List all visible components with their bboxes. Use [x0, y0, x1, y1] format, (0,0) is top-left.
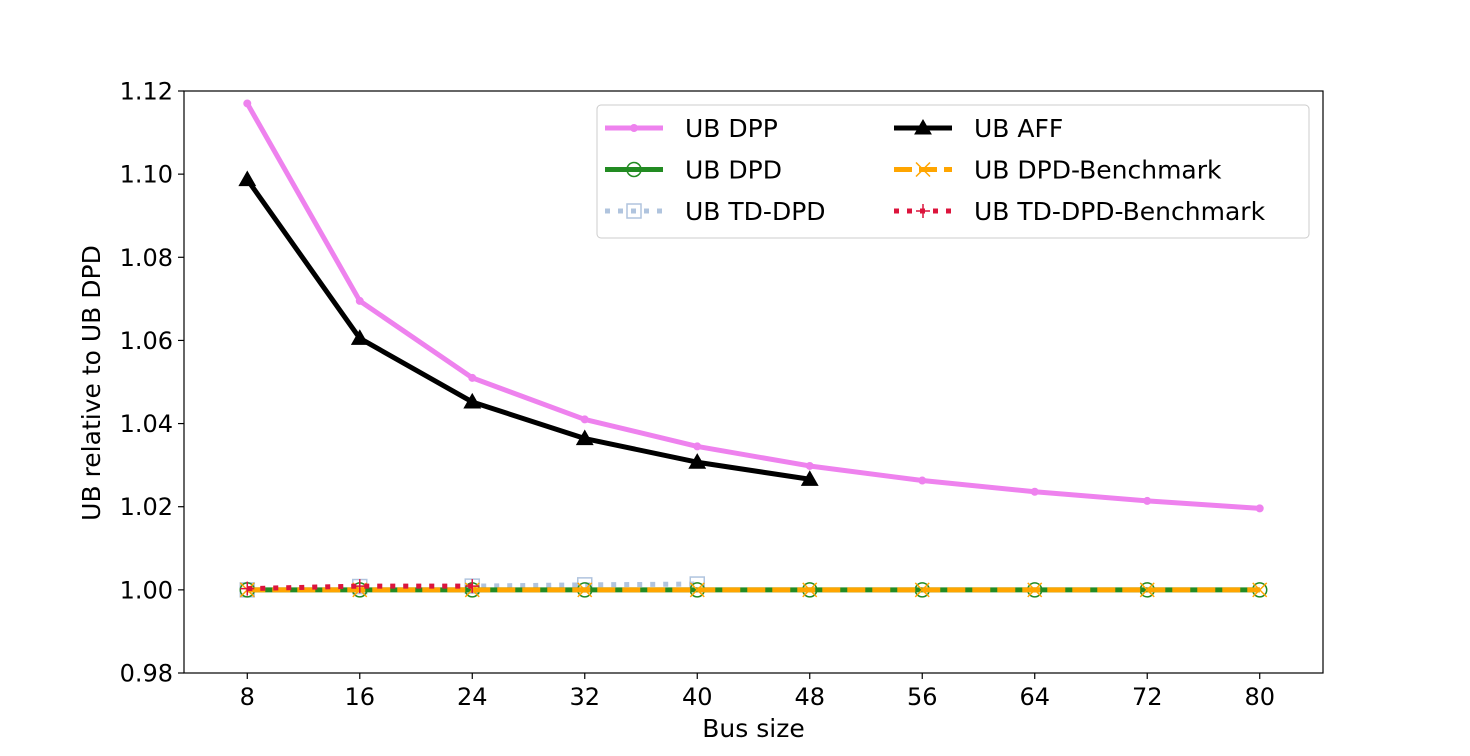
x-tick-label: 72 [1132, 683, 1163, 711]
data-point-ub-dpd-benchmark [802, 582, 818, 598]
legend-marker [915, 161, 931, 178]
data-point-ub-dpd-benchmark [577, 582, 593, 598]
data-point-ub-dpp [918, 476, 927, 485]
y-tick-label: 1.08 [120, 244, 173, 272]
x-axis-label: Bus size [702, 714, 804, 743]
data-point-ub-aff [800, 470, 819, 486]
legend-label: UB DPD [685, 156, 782, 185]
legend-label: UB TD-DPD [685, 197, 826, 226]
data-point-ub-dpd-benchmark [1139, 582, 1155, 598]
y-axis: 0.98 1.00 1.02 1.04 1.06 1.08 1.10 1.12 [120, 78, 184, 688]
data-point-ub-dpp [1143, 496, 1152, 505]
legend-label: UB AFF [974, 114, 1063, 143]
x-tick-label: 8 [240, 683, 255, 711]
y-tick-label: 1.12 [120, 78, 173, 106]
data-point-ub-dpd-benchmark [689, 582, 705, 598]
series-line-ub-aff [245, 178, 811, 482]
data-point-ub-dpp [468, 373, 477, 382]
data-point-ub-dpp [1255, 504, 1264, 513]
data-point-ub-td-dpd-benchmark [465, 579, 480, 594]
x-tick-label: 56 [907, 683, 938, 711]
y-tick-label: 1.06 [120, 327, 173, 355]
data-point-ub-dpd-benchmark [1252, 582, 1268, 598]
x-axis: 8 16 24 32 40 48 56 64 72 80 [240, 673, 1275, 711]
data-point-ub-aff [350, 329, 369, 345]
legend-label: UB TD-DPD-Benchmark [974, 197, 1266, 226]
legend: UB DPP UB DPD UB TD-DPD UB AFF UB DPD-Benchm… [596, 104, 1310, 239]
series-line-ub-dpp [245, 102, 1260, 511]
data-point-ub-dpd-benchmark [1027, 582, 1043, 598]
legend-marker [914, 118, 932, 135]
data-point-ub-dpp [693, 442, 702, 451]
legend-box [596, 104, 1310, 239]
plot-area [238, 99, 1268, 598]
y-tick-label: 1.10 [120, 161, 173, 189]
legend-label: UB DPP [685, 114, 778, 143]
x-tick-label: 80 [1244, 683, 1275, 711]
x-tick-label: 64 [1019, 683, 1050, 711]
y-tick-label: 0.98 [120, 660, 173, 688]
series-ub-aff [238, 170, 819, 486]
data-point-ub-dpp [355, 296, 364, 305]
series-ub-dpp [243, 99, 1264, 513]
y-tick-label: 1.00 [120, 576, 173, 604]
data-point-ub-dpd-benchmark [914, 582, 930, 598]
x-tick-label: 40 [682, 683, 713, 711]
y-tick-label: 1.04 [120, 410, 173, 438]
legend-item-ub-dpd: UB DPD [605, 156, 782, 185]
data-point-ub-aff [575, 429, 594, 446]
y-axis-label: UB relative to UB DPD [77, 245, 106, 521]
data-point-ub-td-dpd-benchmark [240, 581, 255, 596]
legend-item-ub-td-dpd-benchmark: UB TD-DPD-Benchmark [894, 197, 1266, 226]
legend-item-ub-aff: UB AFF [894, 114, 1063, 143]
legend-item-ub-dpd-benchmark: UB DPD-Benchmark [894, 156, 1222, 185]
y-tick-label: 1.02 [120, 493, 173, 521]
legend-item-ub-td-dpd: UB TD-DPD [605, 197, 826, 226]
x-tick-label: 16 [344, 683, 375, 711]
x-tick-label: 24 [457, 683, 488, 711]
legend-marker [630, 124, 638, 132]
legend-marker [626, 161, 642, 178]
data-point-ub-dpp [1030, 487, 1039, 496]
data-point-ub-aff [688, 453, 707, 469]
data-point-ub-aff [463, 392, 482, 409]
legend-marker [916, 204, 930, 218]
data-point-ub-aff [238, 170, 257, 187]
data-point-ub-dpp [805, 461, 814, 470]
legend-label: UB DPD-Benchmark [974, 156, 1222, 185]
data-point-ub-dpp [580, 415, 589, 424]
x-tick-label: 48 [794, 683, 825, 711]
legend-item-ub-dpp: UB DPP [605, 114, 778, 143]
data-point-ub-dpp [243, 99, 252, 108]
data-point-ub-td-dpd-benchmark [352, 579, 367, 594]
plot-frame [183, 90, 1324, 674]
x-tick-label: 32 [569, 683, 600, 711]
legend-marker [626, 203, 642, 219]
series-ub-td-dpd-benchmark [240, 579, 480, 596]
